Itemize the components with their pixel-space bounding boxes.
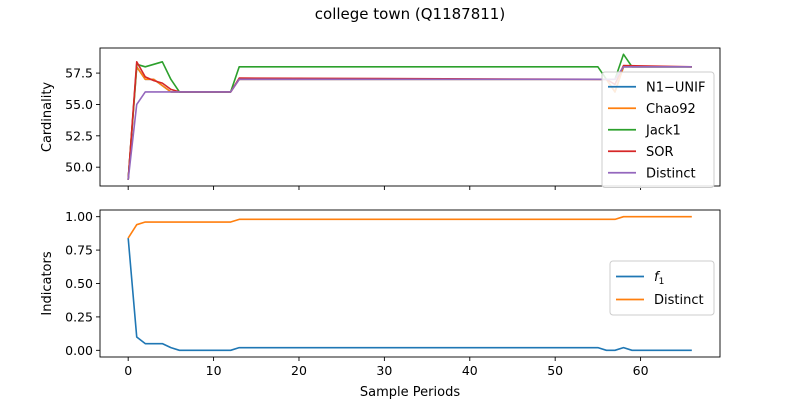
cardinality-legend-box bbox=[601, 71, 715, 188]
indicators-ytick-label: 0.00 bbox=[65, 343, 93, 358]
cardinality-series-line-distinct bbox=[127, 66, 692, 180]
cardinality-ytick-label: 52.5 bbox=[65, 128, 93, 143]
cardinality-ytick-label: 55.0 bbox=[65, 97, 93, 112]
indicators-ytick-label: 1.00 bbox=[65, 209, 93, 224]
cardinality-ytick-label: 50.0 bbox=[65, 160, 93, 175]
cardinality-ytick-label: 57.5 bbox=[65, 66, 93, 81]
cardinality-legend-label-chao92: Chao92 bbox=[646, 102, 696, 117]
figure-title: college town (Q1187811) bbox=[315, 5, 505, 23]
indicators-series-line-f1 bbox=[127, 237, 692, 352]
indicators-xtick-label: 30 bbox=[376, 363, 392, 378]
cardinality-panel: 50.0 52.5 55.0 57.5 Cardinality N1−UNIF Chao92… bbox=[40, 47, 721, 190]
cardinality-axes-frame bbox=[99, 47, 721, 187]
indicators-legend-label-distinct: Distinct bbox=[654, 293, 704, 308]
cardinality-legend-label-distinct: Distinct bbox=[646, 166, 696, 181]
indicators-series-line-distinct bbox=[127, 215, 692, 239]
indicators-xtick-label: 20 bbox=[291, 363, 307, 378]
cardinality-legend-label-jack1: Jack1 bbox=[645, 123, 681, 138]
indicators-xlabel: Sample Periods bbox=[360, 385, 460, 400]
indicators-xtick-label: 50 bbox=[547, 363, 563, 378]
indicators-panel: 0 10 20 30 40 50 60 0.00 0.25 0.50 0.75 1.00 Indicat… bbox=[40, 209, 721, 400]
indicators-ytick-label: 0.50 bbox=[65, 276, 93, 291]
indicators-ytick-label: 0.25 bbox=[65, 309, 93, 324]
cardinality-ylabel: Cardinality bbox=[40, 82, 55, 153]
indicators-xtick-label: 10 bbox=[206, 363, 222, 378]
indicators-legend-box bbox=[609, 260, 715, 316]
indicators-xtick-label: 60 bbox=[633, 363, 649, 378]
indicators-legend-label-f1: f1 bbox=[654, 270, 664, 287]
indicators-xtick-label: 40 bbox=[462, 363, 478, 378]
indicators-ytick-label: 0.75 bbox=[65, 243, 93, 258]
cardinality-legend-label-sor: SOR bbox=[646, 145, 674, 160]
indicators-xtick-label: 0 bbox=[124, 363, 132, 378]
indicators-ylabel: Indicators bbox=[40, 251, 55, 315]
cardinality-legend-label-n1-unif: N1−UNIF bbox=[646, 80, 705, 95]
